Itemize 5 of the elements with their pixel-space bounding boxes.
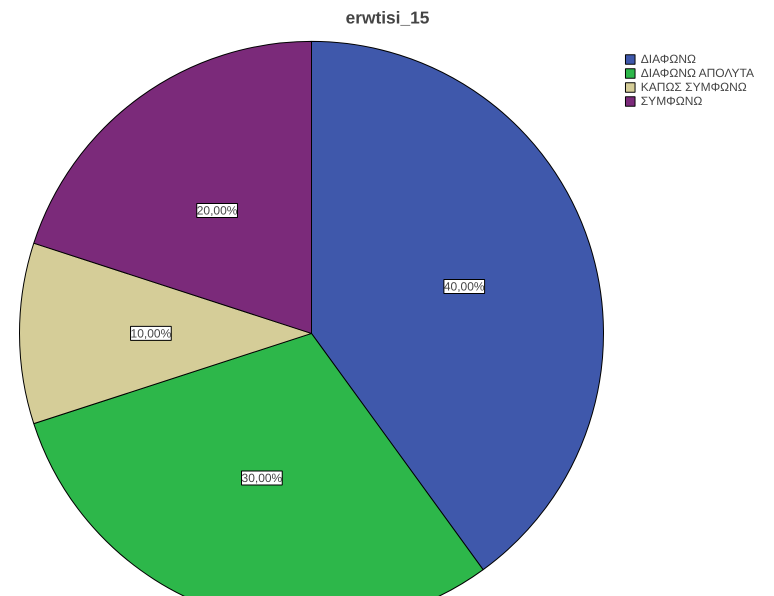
legend-label: ΣΥΜΦΩΝΩ: [640, 94, 702, 108]
legend-label: ΔΙΑΦΩΝΩ ΑΠΟΛΥΤΑ: [640, 66, 754, 80]
legend-label: ΚΑΠΩΣ ΣΥΜΦΩΝΩ: [640, 80, 747, 94]
legend-label: ΔΙΑΦΩΝΩ: [640, 52, 696, 66]
chart-title: erwtisi_15: [346, 8, 430, 28]
